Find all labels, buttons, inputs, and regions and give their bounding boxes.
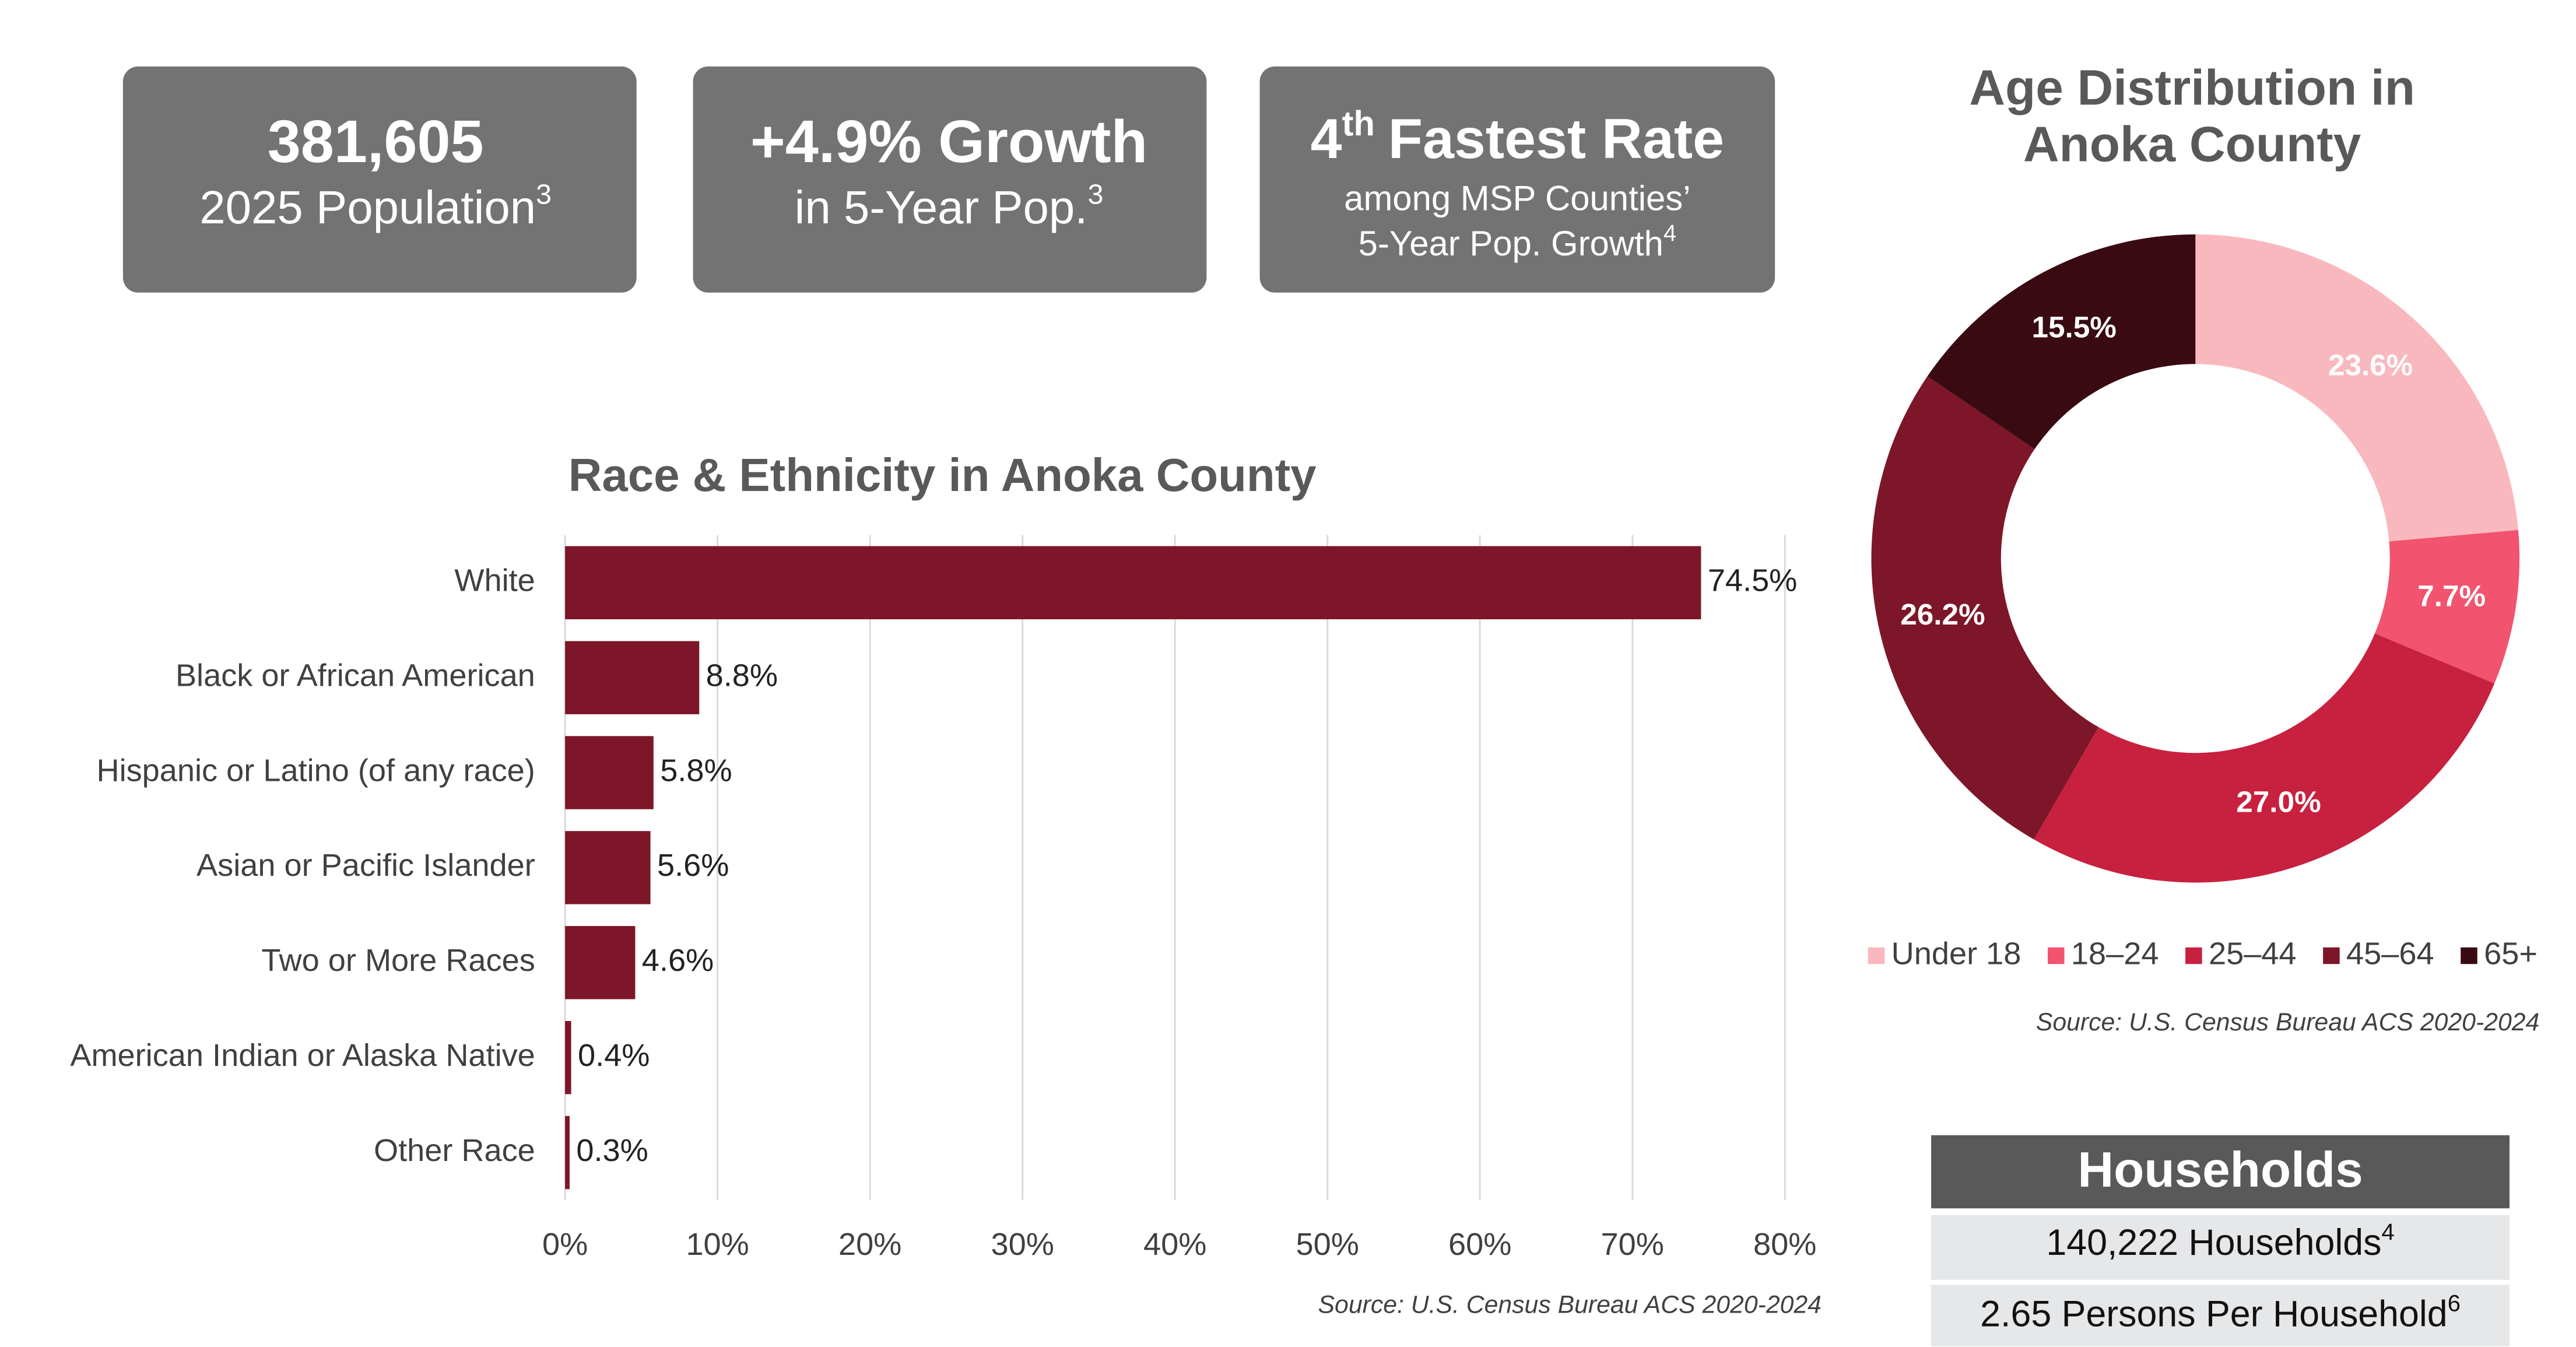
legend-swatch — [2185, 947, 2202, 964]
donut-slice — [1871, 376, 2099, 840]
row-sup: 4 — [2381, 1219, 2394, 1245]
value-label: 5.6% — [657, 848, 729, 883]
bar — [565, 546, 1701, 619]
value-label: 4.6% — [642, 943, 714, 978]
value-label: 8.8% — [706, 658, 778, 693]
stat-card — [1259, 66, 1775, 293]
value-label: 0.4% — [578, 1038, 650, 1073]
card-sup: 3 — [536, 178, 552, 210]
card-sup: 4 — [1663, 220, 1676, 245]
value-label: 7.7% — [2417, 579, 2486, 612]
x-tick-label: 10% — [686, 1227, 749, 1262]
legend-swatch — [1868, 947, 1885, 964]
x-tick-label: 40% — [1143, 1227, 1206, 1262]
card-sup: th — [1342, 104, 1375, 143]
households-row-bg — [1931, 1285, 2510, 1346]
card-line: 2025 Population3 — [199, 178, 552, 233]
legend-swatch — [2323, 947, 2340, 964]
card-text: 2025 Population — [199, 181, 536, 233]
bar — [565, 831, 651, 904]
legend-swatch — [2048, 947, 2065, 964]
legend-swatch — [2461, 947, 2477, 964]
donut-slice — [2374, 529, 2520, 684]
y-tick-label: Other Race — [374, 1133, 535, 1168]
y-tick-label: Asian or Pacific Islander — [196, 848, 535, 883]
stat-card — [693, 66, 1207, 293]
chart-title: Race & Ethnicity in Anoka County — [568, 449, 1317, 501]
donut-slice — [2034, 633, 2495, 883]
source: Source: U.S. Census Bureau ACS 2020-2024 — [2036, 1008, 2539, 1036]
bar — [565, 1116, 570, 1190]
bar — [565, 1020, 571, 1095]
donut-slice — [1927, 234, 2196, 450]
x-tick-label: 0% — [542, 1227, 588, 1262]
households-row-bg — [1931, 1215, 2510, 1280]
y-tick-label: White — [454, 563, 535, 598]
y-tick-label: Hispanic or Latino (of any race) — [96, 753, 535, 788]
legend-label: 18–24 — [2071, 936, 2159, 971]
card-sup: 3 — [1087, 178, 1103, 210]
card-text: 4 — [1311, 107, 1342, 170]
card-line: 5-Year Pop. Growth4 — [1359, 220, 1677, 262]
card-headline: 381,605 — [268, 108, 484, 175]
value-label: 0.3% — [576, 1133, 648, 1168]
bar — [565, 736, 654, 809]
value-label: 5.8% — [660, 753, 732, 788]
x-tick-label: 60% — [1448, 1227, 1511, 1262]
y-tick-label: Two or More Races — [261, 943, 535, 978]
value-label: 23.6% — [2328, 348, 2413, 381]
x-tick-label: 50% — [1296, 1227, 1359, 1262]
card-text: 5-Year Pop. Growth — [1359, 224, 1663, 263]
card-line: among MSP Counties’ — [1344, 179, 1690, 218]
bar — [565, 926, 636, 999]
value-label: 27.0% — [2236, 785, 2321, 818]
households-row: 140,222 Households4 — [2046, 1219, 2394, 1263]
bar — [565, 641, 700, 714]
chart-title: Age Distribution in — [1969, 60, 2415, 115]
card-text: in 5-Year Pop. — [795, 181, 1088, 233]
card-line: in 5-Year Pop.3 — [795, 178, 1104, 233]
value-label: 74.5% — [1708, 563, 1798, 598]
card-headline: 4th Fastest Rate — [1311, 104, 1724, 170]
value-label: 15.5% — [2031, 310, 2116, 343]
legend-label: Under 18 — [1891, 936, 2022, 971]
legend-label: 65+ — [2484, 936, 2538, 971]
row-text: 140,222 Households — [2046, 1222, 2381, 1263]
stat-card — [122, 66, 637, 293]
chart-title: Anoka County — [2023, 117, 2361, 172]
households-row: 2.65 Persons Per Household6 — [1980, 1290, 2461, 1334]
source: Source: U.S. Census Bureau ACS 2020-2024 — [1318, 1291, 1822, 1319]
households-header-bg — [1931, 1135, 2510, 1209]
row-text: 2.65 Persons Per Household — [1980, 1293, 2448, 1334]
x-tick-label: 80% — [1753, 1227, 1816, 1262]
y-tick-label: American Indian or Alaska Native — [70, 1038, 535, 1073]
legend-label: 25–44 — [2209, 936, 2297, 971]
y-tick-label: Black or African American — [176, 658, 535, 693]
card-headline: +4.9% Growth — [750, 108, 1147, 175]
x-tick-label: 70% — [1601, 1227, 1664, 1262]
card-text: Fastest Rate — [1388, 107, 1724, 170]
legend-label: 45–64 — [2346, 936, 2434, 971]
value-label: 26.2% — [1900, 598, 1985, 631]
x-tick-label: 30% — [991, 1227, 1054, 1262]
x-tick-label: 20% — [838, 1227, 901, 1262]
households-header: Households — [2077, 1142, 2363, 1198]
row-sup: 6 — [2448, 1290, 2461, 1316]
donut-slice — [2195, 234, 2518, 542]
